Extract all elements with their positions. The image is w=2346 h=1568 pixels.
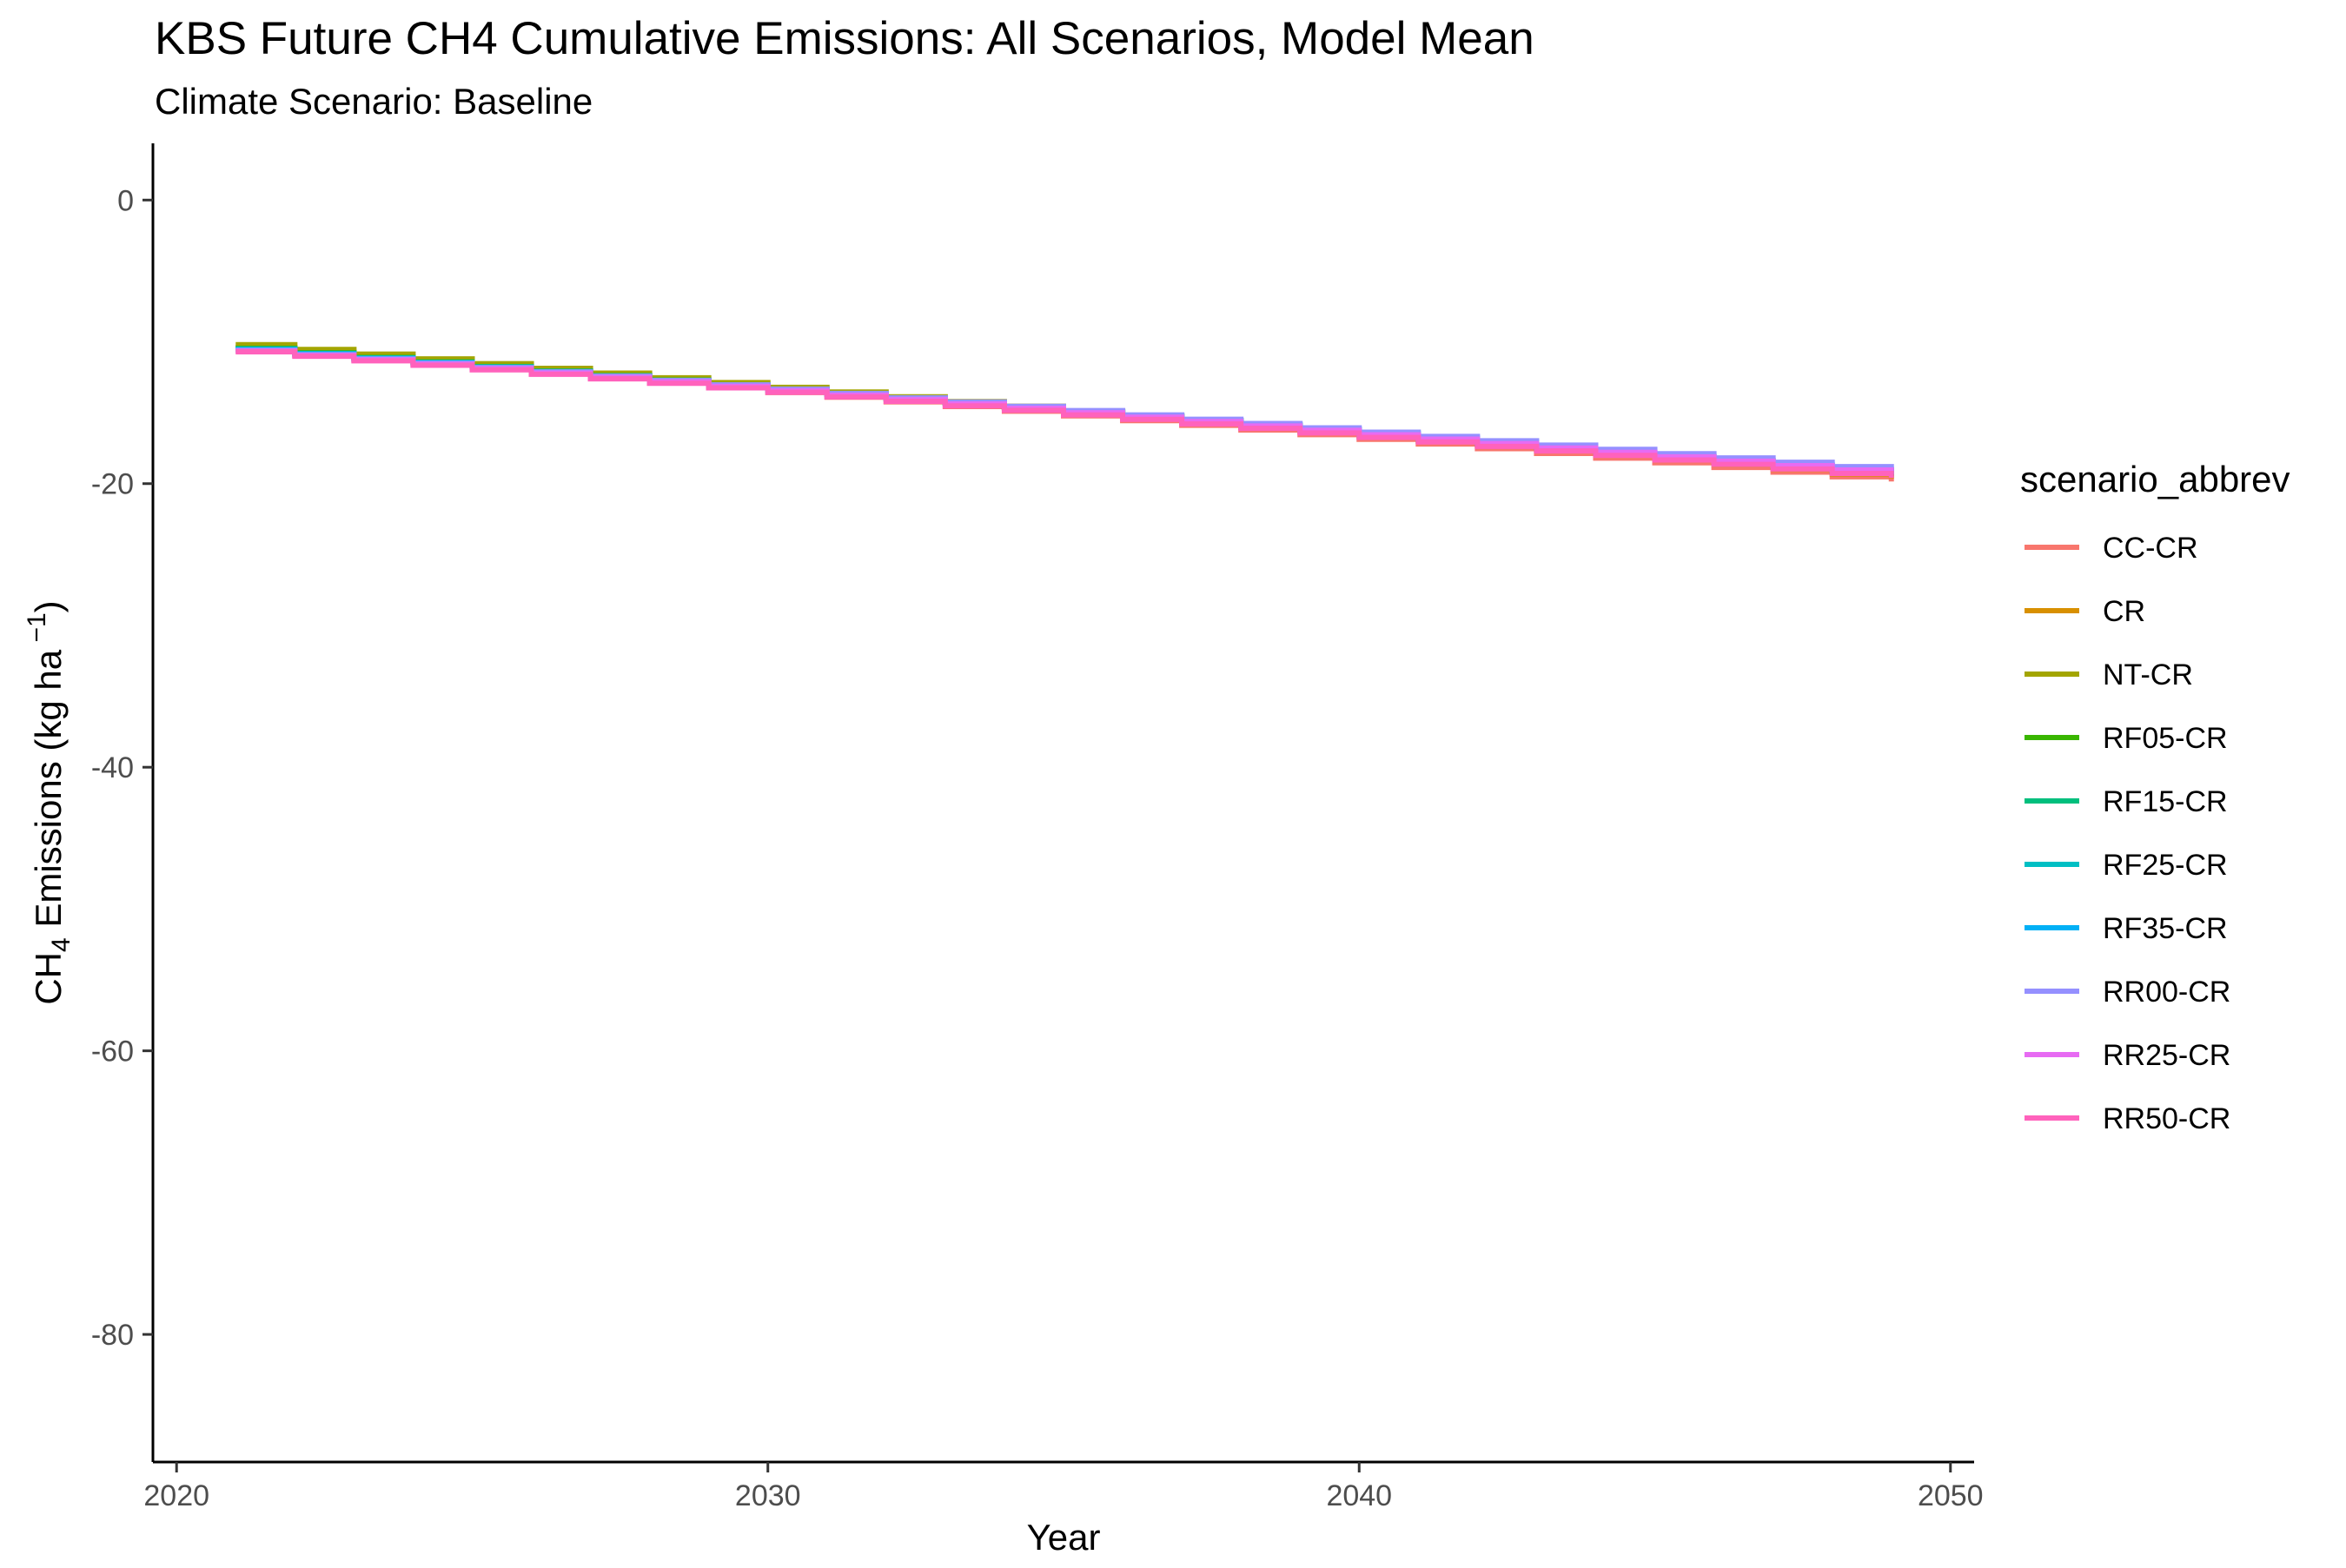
y-axis-title-prefix: CH (28, 952, 69, 1005)
legend-label-rf15-cr: RF15-CR (2103, 785, 2228, 818)
legend-title: scenario_abbrev (2020, 459, 2290, 500)
legend-label-cc-cr: CC-CR (2103, 532, 2198, 565)
y-tick-label: -80 (91, 1319, 134, 1352)
y-axis-title-middle: Emissions (kg ha (28, 649, 69, 937)
legend: scenario_abbrev CC-CR CR NT-CR RF05-CR RF15-… (2020, 459, 2290, 1135)
legend-label-cr: CR (2103, 595, 2145, 628)
legend-label-rr25-cr: RR25-CR (2103, 1039, 2230, 1072)
y-tick-label: -40 (91, 751, 134, 784)
x-tick-label: 2020 (143, 1479, 209, 1512)
x-tick-label: 2030 (735, 1479, 801, 1512)
legend-label-rf05-cr: RF05-CR (2103, 722, 2228, 755)
y-tick-label: -60 (91, 1035, 134, 1068)
y-axis-title-superscript: −1 (23, 612, 51, 650)
legend-label-rf25-cr: RF25-CR (2103, 849, 2228, 882)
y-axis-title: CH4 Emissions (kg ha −1) (23, 600, 76, 1004)
y-tick-label: 0 (117, 184, 134, 217)
y-tick-label: -20 (91, 468, 134, 501)
legend-label-rr50-cr: RR50-CR (2103, 1102, 2230, 1135)
y-axis-title-subscript: 4 (47, 937, 76, 952)
legend-label-rf35-cr: RF35-CR (2103, 912, 2228, 945)
series-layer (235, 341, 1894, 482)
legend-items: CC-CR CR NT-CR RF05-CR RF15-CR RF25-CR RF35-CR… (2025, 532, 2230, 1135)
x-axis-title: Year (1027, 1517, 1101, 1558)
legend-label-rr00-cr: RR00-CR (2103, 976, 2230, 1009)
chart-title: KBS Future CH4 Cumulative Emissions: All… (155, 13, 1534, 64)
legend-label-nt-cr: NT-CR (2103, 658, 2193, 691)
y-axis-title-suffix: ) (28, 600, 69, 612)
y-axis-ticks: 0 -20 -40 -60 -80 (91, 184, 153, 1352)
x-tick-label: 2050 (1918, 1479, 1984, 1512)
x-tick-label: 2040 (1326, 1479, 1392, 1512)
series-line-rr50-cr (235, 348, 1894, 479)
chart-subtitle: Climate Scenario: Baseline (155, 81, 593, 122)
x-axis-ticks: 2020 2030 2040 2050 (143, 1462, 1984, 1512)
